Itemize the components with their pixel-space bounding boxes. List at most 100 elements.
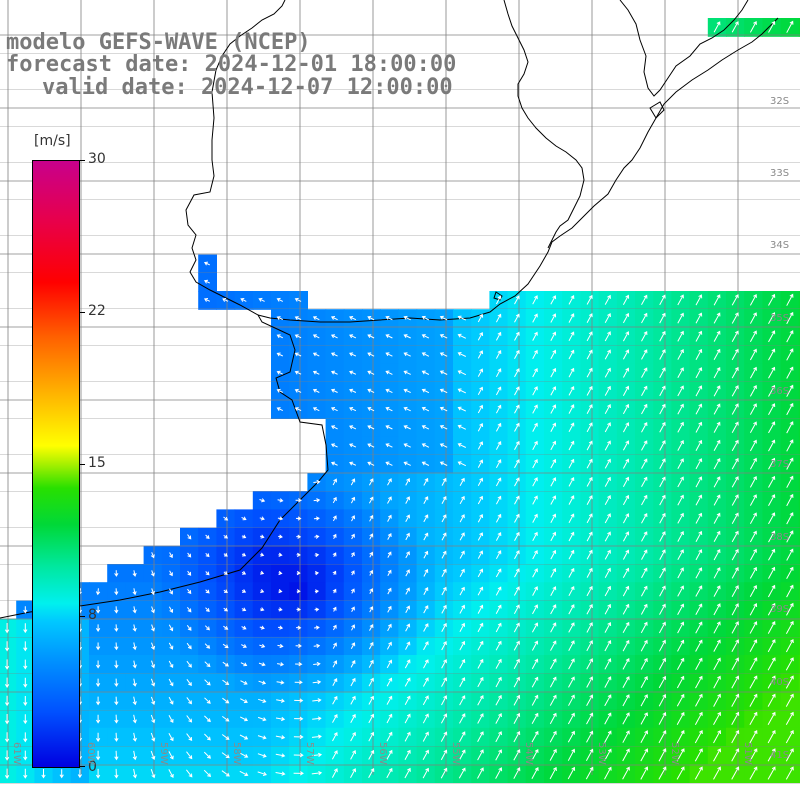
wind-arrow <box>622 294 630 305</box>
wind-arrow <box>768 566 776 579</box>
wind-arrow <box>4 750 10 761</box>
wind-arrow <box>677 567 684 579</box>
wind-arrow <box>514 331 520 341</box>
wind-arrow <box>677 530 684 542</box>
wind-arrow <box>313 661 321 667</box>
wind-arrow <box>23 677 28 688</box>
wind-arrow <box>260 588 265 594</box>
wind-arrow <box>713 603 721 616</box>
wind-arrow <box>150 750 156 760</box>
wind-arrow <box>95 714 101 724</box>
wind-arrow <box>495 658 502 669</box>
wind-arrow <box>514 422 520 432</box>
wind-arrow <box>495 749 502 761</box>
wind-arrow <box>421 443 430 448</box>
wind-arrow <box>296 570 301 576</box>
wind-arrow <box>568 495 575 505</box>
wind-arrow <box>259 534 265 539</box>
wind-arrow <box>622 730 630 743</box>
wind-arrow <box>731 385 739 397</box>
wind-arrow <box>786 530 794 543</box>
wind-arrow <box>405 569 410 577</box>
wind-arrow <box>259 498 266 503</box>
wind-arrow <box>241 552 247 557</box>
wind-arrow <box>713 403 721 415</box>
wind-arrow <box>659 603 666 615</box>
wind-arrow <box>204 625 210 631</box>
lat-label: 34S <box>770 240 790 251</box>
wind-arrow <box>204 661 211 668</box>
wind-arrow <box>604 367 611 378</box>
wind-arrow <box>749 602 758 616</box>
wind-arrow <box>132 570 137 577</box>
wind-arrow <box>604 585 611 597</box>
wind-arrow <box>641 294 648 306</box>
wind-cell <box>798 327 800 347</box>
wind-arrow <box>457 333 467 339</box>
wind-cell <box>798 709 800 729</box>
wind-arrow <box>695 693 703 707</box>
wind-arrow <box>495 349 502 359</box>
wind-arrow <box>275 753 286 758</box>
wind-arrow <box>387 551 392 558</box>
wind-arrow <box>550 458 557 469</box>
wind-arrow <box>586 404 593 414</box>
wind-arrow <box>367 388 375 394</box>
wind-arrow <box>421 370 430 375</box>
wind-arrow <box>459 658 466 669</box>
wind-arrow <box>514 477 520 487</box>
wind-arrow <box>695 439 703 451</box>
wind-arrow <box>369 514 374 522</box>
wind-arrow <box>731 530 739 543</box>
wind-arrow <box>513 640 520 651</box>
wind-arrow <box>477 368 484 377</box>
wind-arrow <box>495 386 502 396</box>
wind-arrow <box>622 766 630 780</box>
wind-arrow <box>567 712 575 725</box>
wind-arrow <box>293 734 304 740</box>
wind-arrow <box>622 403 630 415</box>
wind-arrow <box>405 514 410 523</box>
wind-arrow <box>604 513 611 524</box>
wind-arrow <box>421 388 430 394</box>
wind-arrow <box>531 712 539 725</box>
wind-arrow <box>441 477 447 486</box>
wind-arrow <box>367 334 375 339</box>
wind-arrow <box>786 475 794 488</box>
wind-arrow <box>604 422 611 433</box>
wind-arrow <box>677 294 684 306</box>
wind-arrow <box>203 261 211 266</box>
wind-arrow <box>495 440 502 450</box>
wind-arrow <box>421 406 430 412</box>
wind-arrow <box>495 568 502 578</box>
wind-arrow <box>369 588 374 594</box>
wind-arrow <box>749 384 757 397</box>
wind-arrow <box>330 370 338 375</box>
wind-arrow <box>731 639 739 652</box>
wind-arrow <box>314 589 320 594</box>
wind-cell <box>798 527 800 547</box>
wind-arrow <box>713 476 721 488</box>
wind-arrow <box>204 733 211 741</box>
wind-arrow <box>169 552 173 559</box>
wind-arrow <box>604 567 611 578</box>
wind-arrow <box>132 642 137 651</box>
wind-arrow <box>330 407 338 412</box>
wind-arrow <box>458 749 466 761</box>
wind-arrow <box>786 384 794 397</box>
wind-arrow <box>768 330 776 343</box>
wind-arrow <box>495 767 503 779</box>
wind-arrow <box>459 731 466 742</box>
wind-arrow <box>713 512 721 524</box>
wind-arrow <box>294 698 304 703</box>
wind-arrow <box>477 350 484 359</box>
wind-arrow <box>694 748 703 762</box>
wind-arrow <box>532 531 538 542</box>
wind-cell <box>798 673 800 692</box>
wind-arrow <box>423 568 429 577</box>
wind-arrow <box>441 604 447 614</box>
wind-arrow <box>713 748 721 762</box>
wind-arrow <box>386 641 392 650</box>
wind-arrow <box>294 680 303 685</box>
wind-arrow <box>568 531 575 542</box>
